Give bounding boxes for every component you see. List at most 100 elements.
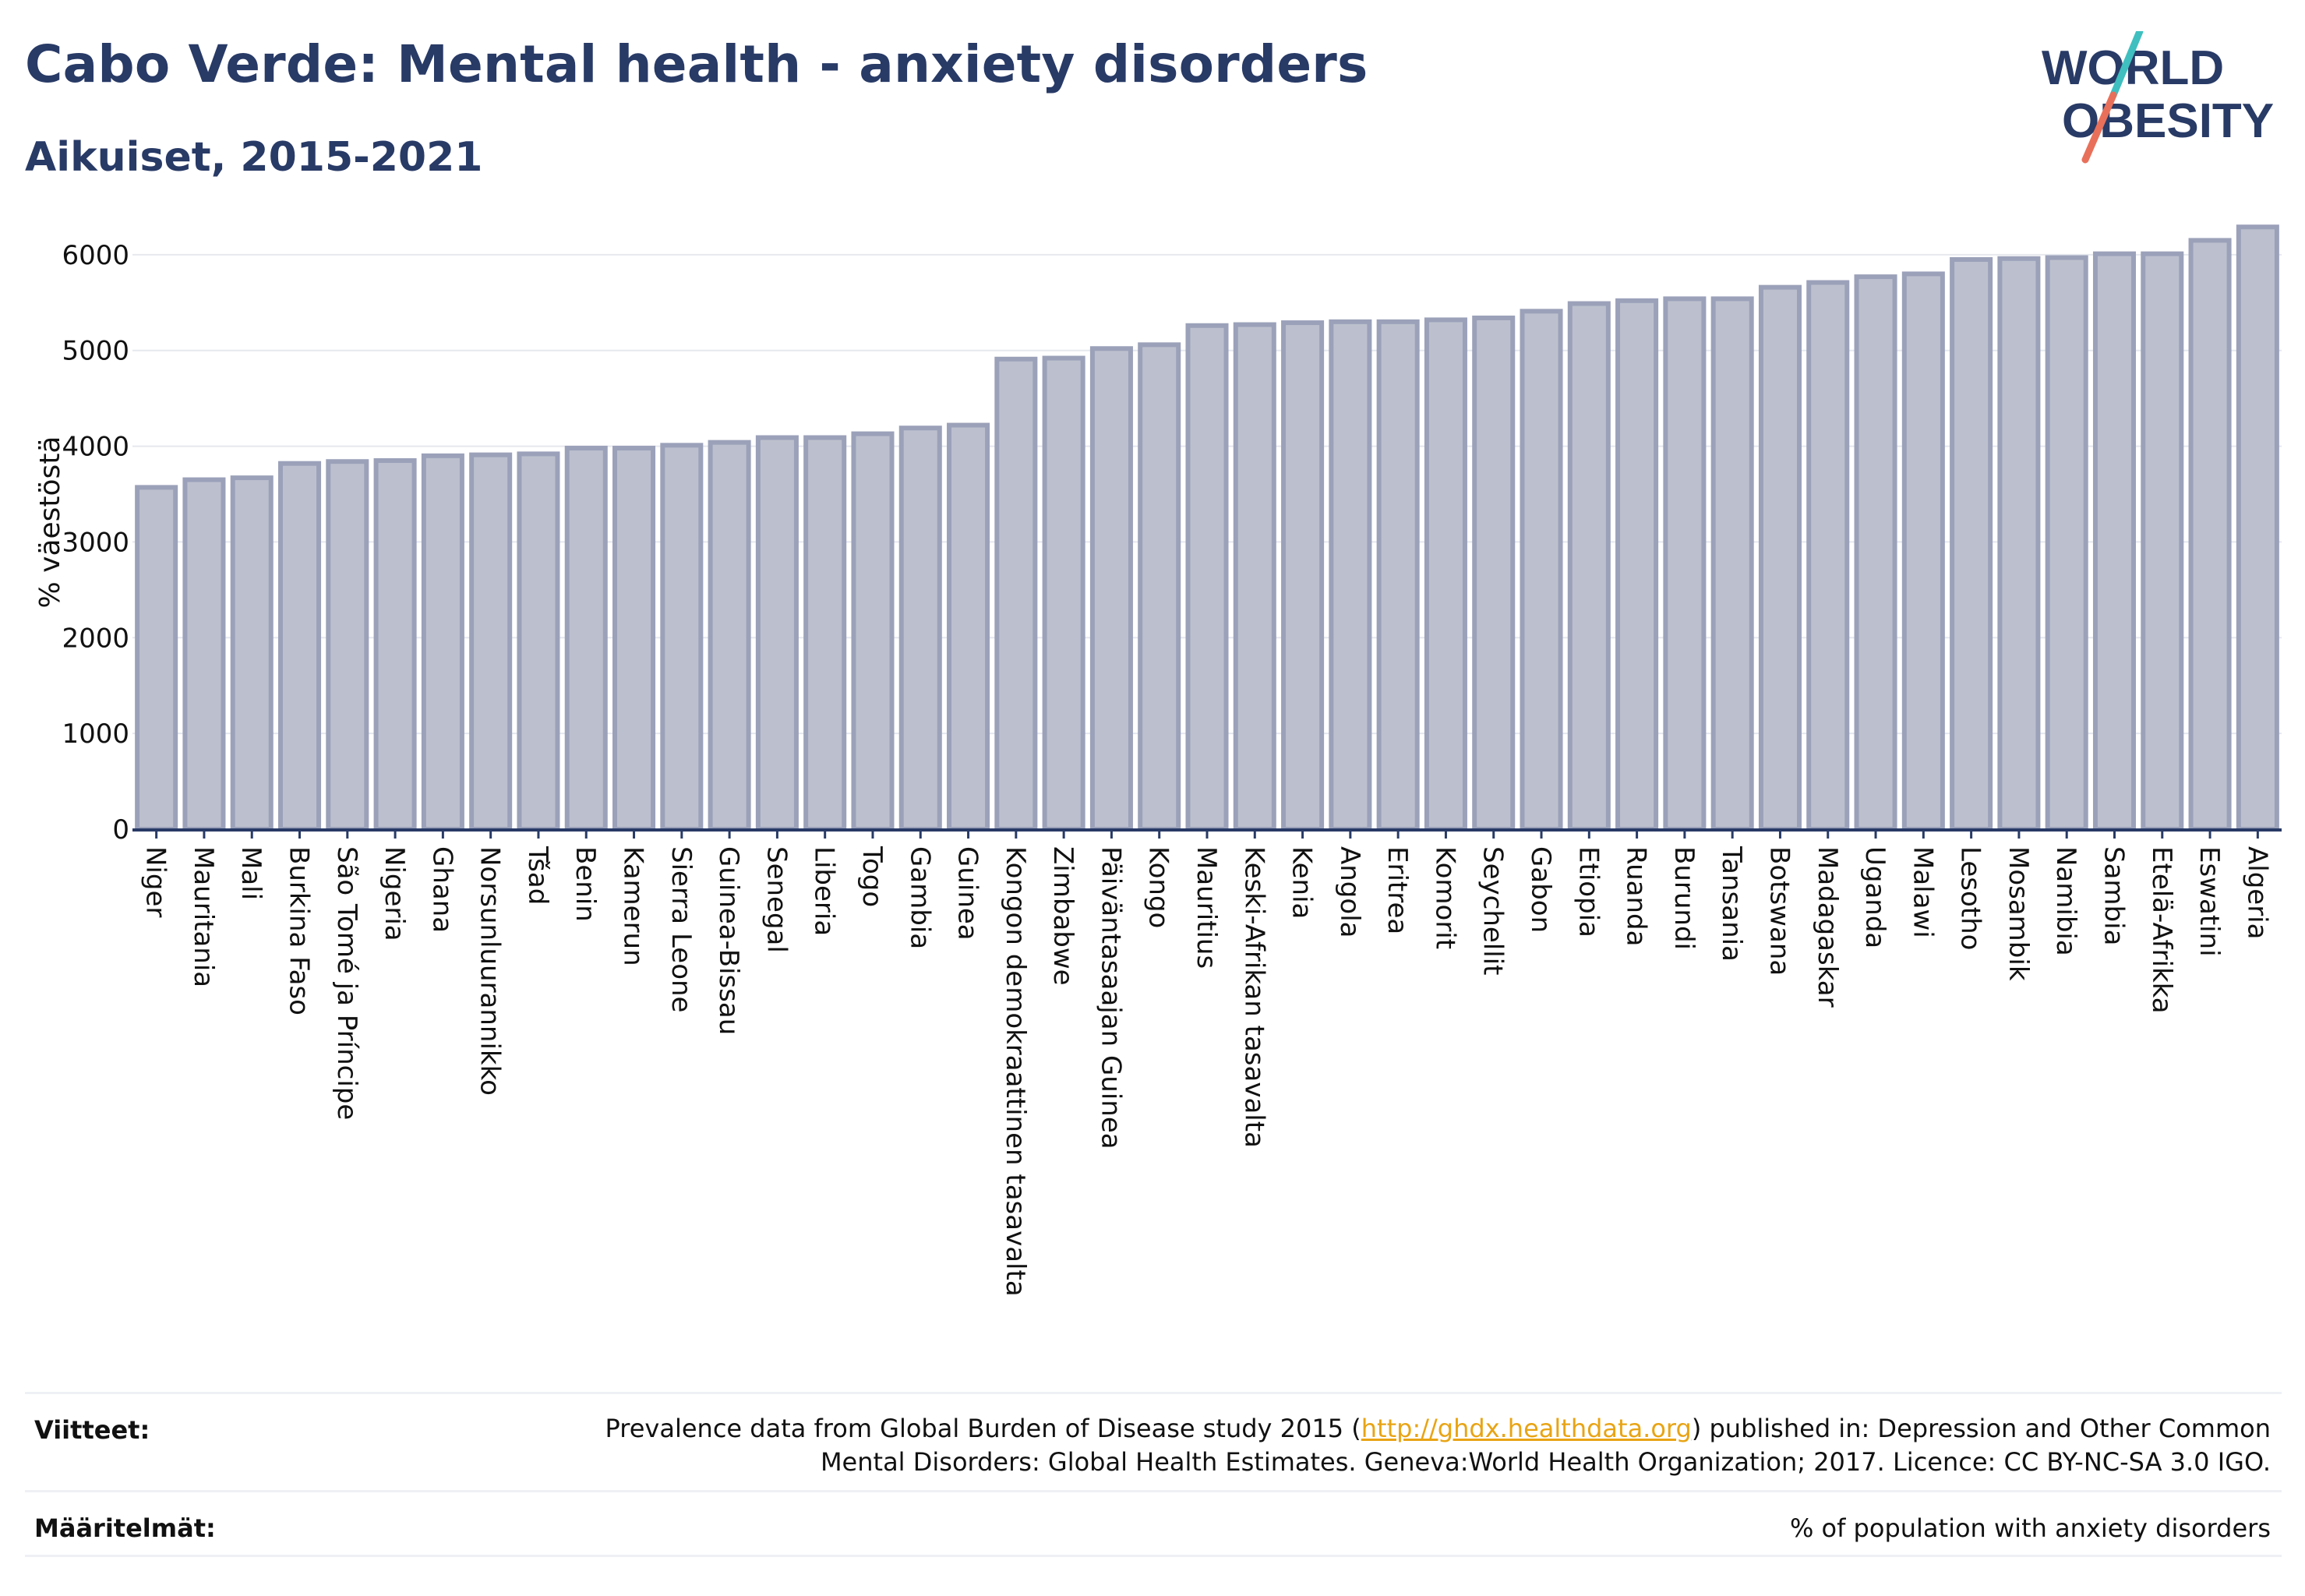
x-tick-label: Burundi: [1668, 846, 1700, 950]
y-tick-label: 3000: [62, 527, 129, 558]
footer-divider-top: [25, 1392, 2282, 1394]
x-tick-label: São Tomé ja Príncipe: [331, 846, 362, 1120]
footer-divider-bottom: [25, 1555, 2282, 1557]
bar: [755, 435, 799, 832]
bar: [612, 446, 656, 832]
bar: [1567, 301, 1611, 832]
logo-slash-coral-icon: [2081, 91, 2117, 164]
x-tick-label: Madagaskar: [1812, 846, 1843, 1008]
world-obesity-logo: WORLD OBESITY: [2042, 31, 2274, 164]
chart-title: Cabo Verde: Mental health - anxiety diso…: [25, 34, 1368, 94]
y-tick-label: 5000: [62, 336, 129, 367]
x-tick-label: Angola: [1334, 846, 1365, 937]
bar: [2045, 255, 2088, 832]
bar: [1329, 319, 1372, 832]
x-tick-label: Sambia: [2098, 846, 2129, 945]
bar: [803, 435, 847, 832]
bar: [421, 453, 464, 832]
bar: [1950, 257, 1993, 832]
bar: [1185, 323, 1229, 832]
y-tick-label: 4000: [62, 432, 129, 463]
bar: [994, 356, 1038, 832]
bar: [1376, 319, 1420, 832]
bar: [660, 443, 704, 832]
bar: [517, 451, 560, 832]
x-tick-label: Benin: [570, 846, 601, 922]
x-tick-label: Guinea-Bissau: [713, 846, 744, 1035]
x-tick-label: Sierra Leone: [665, 846, 697, 1012]
x-tick-label: Kamerun: [618, 846, 649, 966]
definitions-text: % of population with anxiety disorders: [1789, 1513, 2271, 1543]
y-axis-label: % väestöstä: [34, 436, 66, 609]
bar: [1806, 280, 1850, 832]
logo-slash-teal-icon: [2109, 31, 2144, 99]
bar: [2092, 251, 2137, 832]
bar: [135, 485, 178, 832]
references-label: Viitteet:: [34, 1415, 150, 1445]
bar: [708, 440, 751, 832]
y-tick-label: 2000: [62, 623, 129, 654]
bar: [1281, 320, 1325, 832]
x-tick-label: Algeria: [2241, 846, 2272, 939]
bar: [1615, 298, 1659, 832]
x-tick-label: Togo: [856, 846, 888, 907]
bar: [898, 425, 942, 832]
x-tick-label: Liberia: [809, 846, 840, 936]
x-tick-label: Seychellit: [1477, 846, 1509, 975]
x-tick-label: Eritrea: [1382, 846, 1413, 934]
x-tick-label: Mosambik: [2003, 846, 2034, 981]
y-tick-label: 1000: [62, 719, 129, 750]
bar: [373, 458, 417, 832]
bar: [1854, 274, 1897, 832]
bar: [1901, 271, 1945, 832]
x-tick-label: Niger: [140, 846, 171, 917]
x-tick-label: Ghana: [426, 846, 457, 933]
x-tick-label: Mauritania: [188, 846, 219, 987]
references-link[interactable]: http://ghdx.healthdata.org: [1361, 1414, 1692, 1443]
x-tick-label: Mauritius: [1191, 846, 1222, 969]
bar: [1233, 322, 1276, 832]
bar: [1997, 256, 2041, 832]
x-tick-label: Gabon: [1525, 846, 1556, 933]
bar: [564, 446, 608, 832]
x-tick-label: Nigeria: [379, 846, 410, 941]
bar: [851, 431, 895, 832]
x-tick-label: Zimbabwe: [1047, 846, 1078, 986]
x-tick-label: Eswatini: [2194, 846, 2225, 957]
x-tick-label: Guinea: [952, 846, 983, 941]
bar: [1710, 296, 1754, 832]
footer-divider-middle: [25, 1490, 2282, 1492]
x-tick-label: Ruanda: [1621, 846, 1652, 946]
bar: [947, 422, 990, 832]
x-tick-label: Kenia: [1287, 846, 1318, 919]
x-tick-label: Norsunluurannikko: [475, 846, 506, 1096]
bar: [1663, 296, 1707, 832]
x-tick-label: Malawi: [1907, 846, 1938, 938]
bar: [1758, 284, 1802, 832]
bar: [182, 477, 226, 832]
bar: [326, 459, 369, 832]
x-tick-label: Päiväntasaajan Guinea: [1095, 846, 1126, 1149]
bar: [1138, 342, 1181, 832]
x-tick-label: Burkina Faso: [284, 846, 315, 1015]
bar: [2141, 251, 2184, 832]
definitions-label: Määritelmät:: [34, 1513, 216, 1543]
x-tick-label: Uganda: [1859, 846, 1890, 948]
x-tick-label: Namibia: [2050, 846, 2081, 956]
x-tick-label: Senegal: [761, 846, 792, 953]
x-tick-label: Keski-Afrikan tasavalta: [1238, 846, 1269, 1148]
x-tick-label: Komorit: [1429, 846, 1460, 949]
bar-chart: 0 1000 2000 3000 4000 5000 6000 Niger Mauritani…: [34, 224, 2282, 1297]
x-axis: Niger Mauritania Mali Burkina Faso São Tomé …: [132, 828, 2282, 1297]
bar: [1424, 317, 1467, 832]
x-tick-label: Lesotho: [1955, 846, 1986, 950]
x-tick-label: Tšad: [522, 846, 553, 905]
x-tick-label: Gambia: [904, 846, 935, 949]
bar: [469, 452, 513, 832]
x-tick-label: Kongo: [1143, 846, 1174, 928]
bars: [135, 224, 2279, 832]
bar: [1472, 315, 1516, 832]
bar: [1520, 309, 1563, 832]
y-tick-label: 6000: [62, 240, 129, 271]
x-tick-label: Kongon demokraattinen tasavalta: [1000, 846, 1031, 1297]
